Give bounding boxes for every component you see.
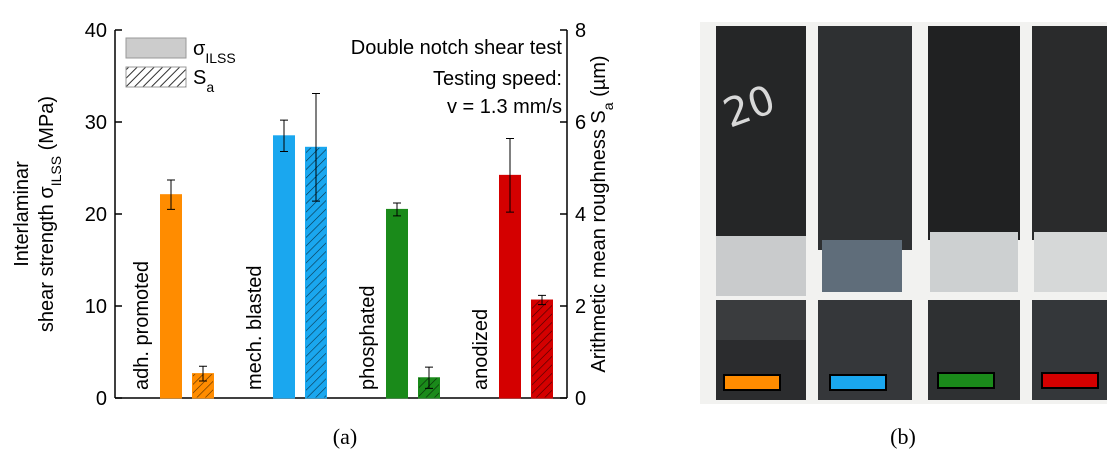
label-sub: a	[600, 102, 616, 110]
bar	[161, 195, 182, 398]
y2-tick-label: 0	[575, 388, 586, 410]
label-part: Arithmetic mean roughness S	[588, 110, 610, 372]
y2-tick-label: 8	[575, 20, 586, 42]
label-part: shear strength σ	[36, 186, 58, 332]
bar	[387, 209, 408, 398]
annotation: Testing speed:	[433, 68, 562, 90]
category-label: anodized	[470, 309, 492, 390]
legend-label: σILSS	[193, 38, 236, 66]
y-axis-label: Interlaminar	[11, 161, 33, 267]
legend-name: σ	[193, 38, 206, 60]
label-part: (µm)	[588, 55, 610, 102]
label-part: Interlaminar	[11, 161, 33, 267]
label-part: (MPa)	[36, 96, 58, 156]
legend-swatch	[126, 67, 186, 87]
y-tick-label: 20	[85, 204, 107, 226]
annotation: Double notch shear test	[351, 37, 563, 59]
y-tick-label: 40	[85, 20, 107, 42]
legend-swatch	[126, 38, 186, 58]
figure: 20 (a) (b) 0 10 20 30 40 0 2 4 6 8 Interlaminarshe…	[0, 0, 1107, 459]
bar	[532, 300, 553, 398]
y-tick-label: 30	[85, 112, 107, 134]
label-sub: ILSS	[48, 156, 64, 186]
bar	[274, 136, 295, 398]
category-label: mech. blasted	[244, 265, 266, 390]
category-label: adh. promoted	[131, 261, 153, 390]
y-tick-label: 0	[96, 388, 107, 410]
panel-label: (a)	[333, 424, 357, 449]
annotation: v = 1.3 mm/s	[447, 96, 562, 118]
y2-tick-label: 6	[575, 112, 586, 134]
legend-sub: a	[206, 79, 214, 95]
legend-sub: ILSS	[205, 50, 235, 66]
category-label: phosphated	[357, 285, 379, 390]
photo: 20	[700, 22, 1107, 404]
y2-axis-label: Arithmetic mean roughness Sa (µm)	[588, 55, 616, 372]
y2-tick-label: 4	[575, 204, 586, 226]
y-axis-label: shear strength σILSS (MPa)	[36, 96, 64, 332]
legend-name: S	[193, 67, 206, 89]
legend-label: Sa	[193, 67, 214, 95]
panel-label: (b)	[890, 424, 916, 449]
y2-tick-label: 2	[575, 296, 586, 318]
y-tick-label: 10	[85, 296, 107, 318]
